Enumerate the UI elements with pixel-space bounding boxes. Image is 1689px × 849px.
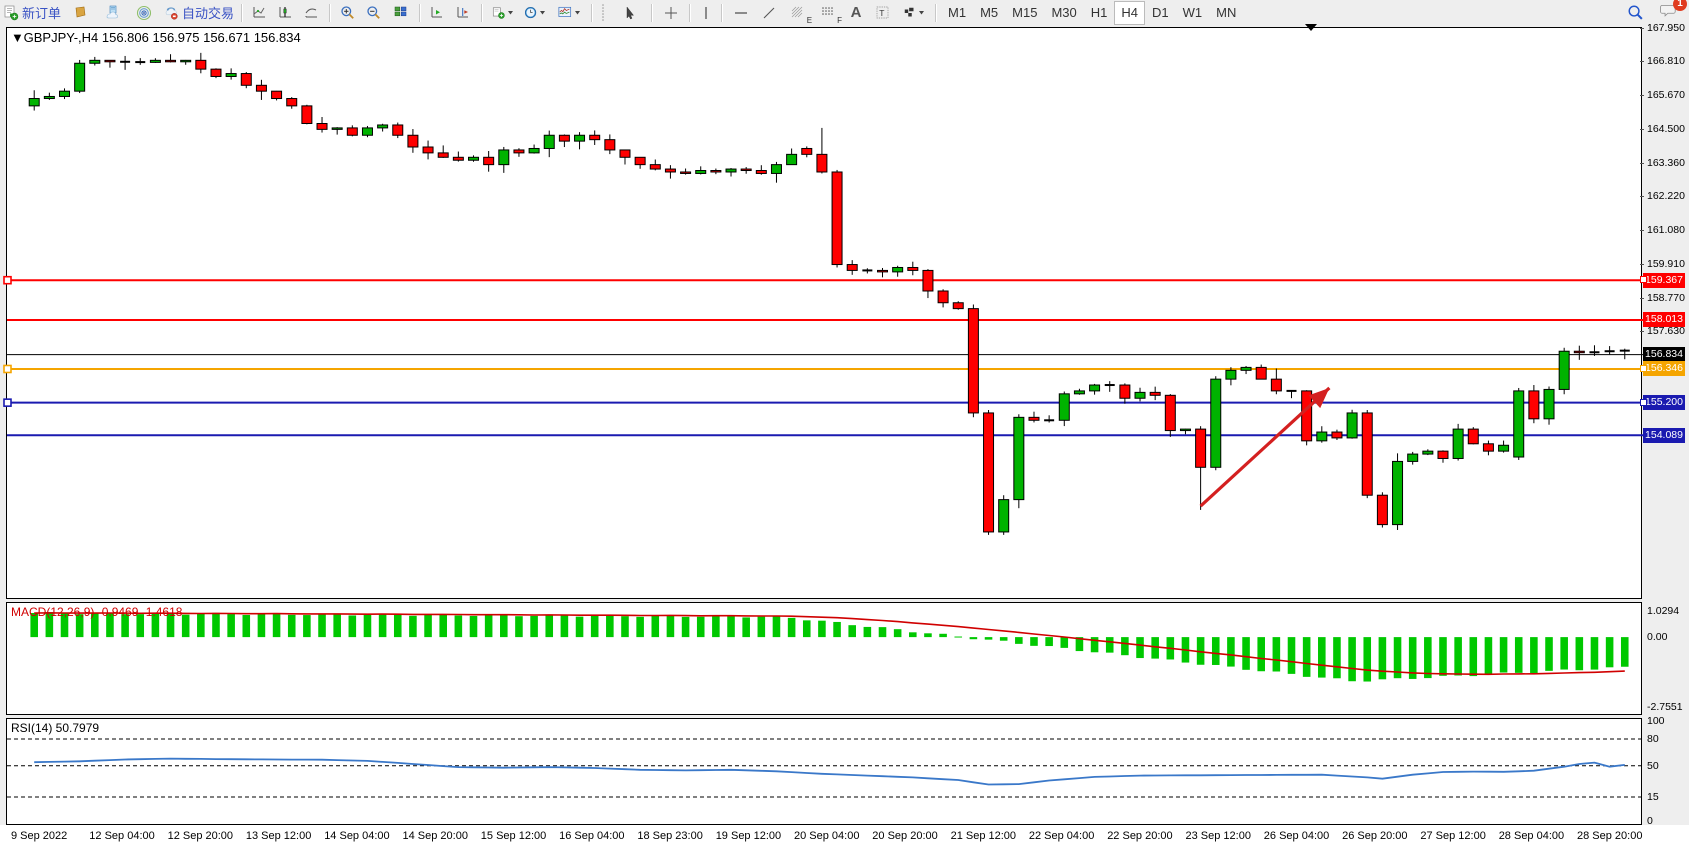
svg-text:T: T xyxy=(879,8,884,18)
